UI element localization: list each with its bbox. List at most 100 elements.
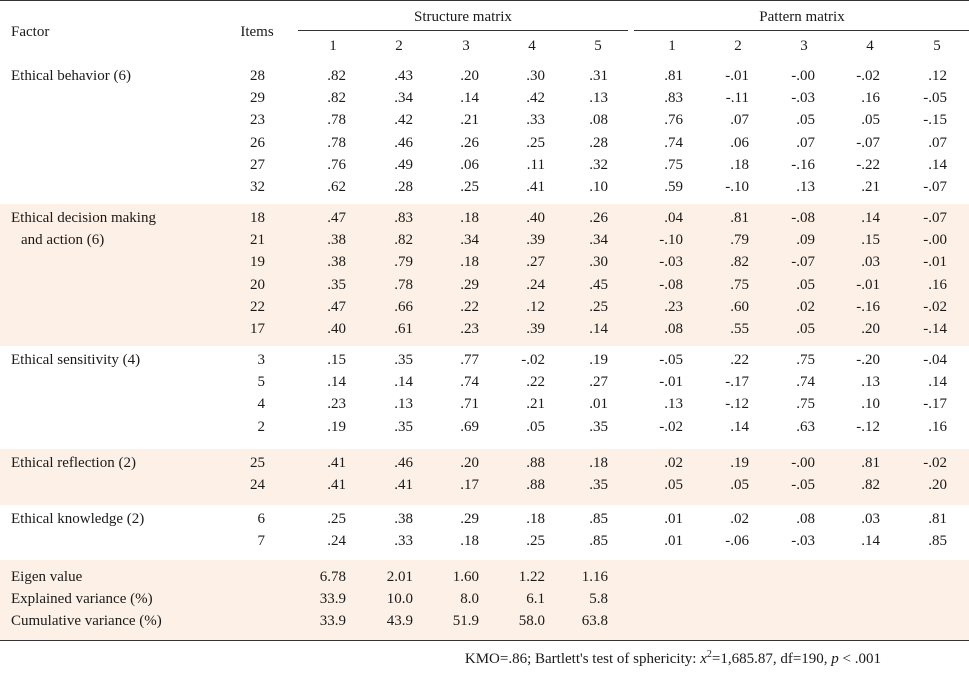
structure-loading: .29 [460, 276, 479, 293]
structure-loading: .76 [327, 156, 346, 173]
structure-loading: .88 [526, 477, 545, 494]
pattern-loading: -.06 [725, 533, 749, 550]
pattern-loading: .75 [796, 396, 815, 413]
structure-loading: .35 [589, 418, 608, 435]
pattern-loading: .85 [928, 533, 947, 550]
factor-group: Ethical sensitivity (4) 3 .15 .35 .77 -.02 .19… [0, 346, 969, 449]
item-number: 20 [250, 276, 265, 293]
structure-loading: .71 [460, 396, 479, 413]
structure-loading: .42 [394, 112, 413, 129]
structure-loading: .46 [394, 455, 413, 471]
pattern-loading: .20 [861, 321, 880, 337]
pattern-loading: -.02 [923, 455, 947, 471]
item-number: 25 [250, 455, 265, 471]
structure-loading: .22 [460, 298, 479, 315]
pattern-loading: .14 [928, 374, 947, 391]
pattern-loading: -.08 [791, 210, 815, 226]
structure-loading: .62 [327, 179, 346, 195]
summary-value: 5.8 [589, 591, 608, 608]
pattern-loading: .13 [664, 396, 683, 413]
pattern-loading: .13 [861, 374, 880, 391]
footnote-mid: =1,685.87, df=190, [711, 651, 832, 667]
structure-loading: .35 [394, 418, 413, 435]
structure-loading: .25 [327, 511, 346, 527]
structure-loading: .14 [460, 90, 479, 107]
summary-label: Explained variance (%) [11, 591, 153, 608]
item-number: 29 [250, 90, 265, 107]
summary-group: Eigen value 6.78 2.01 1.60 1.22 1.16 Explained… [0, 560, 969, 640]
structure-loading: .29 [460, 511, 479, 527]
pattern-loading: .02 [796, 298, 815, 315]
structure-loading: .28 [394, 179, 413, 195]
pattern-loading: -.01 [923, 254, 947, 271]
pattern-loading: .14 [730, 418, 749, 435]
item-number: 24 [250, 477, 265, 494]
pattern-loading: .03 [861, 254, 880, 271]
pattern-loading: -.01 [725, 68, 749, 84]
structure-loading: .13 [589, 90, 608, 107]
structure-loading: .18 [526, 511, 545, 527]
pattern-loading: -.02 [923, 298, 947, 315]
structure-loading: .79 [394, 254, 413, 271]
pattern-loading: -.03 [791, 533, 815, 550]
pattern-loading: -.17 [923, 396, 947, 413]
structure-col-num: 2 [395, 38, 403, 54]
structure-loading: .21 [526, 396, 545, 413]
summary-value: 1.22 [518, 569, 545, 585]
structure-loading: .10 [589, 179, 608, 195]
factor-group: Ethical knowledge (2) 6 .25 .38 .29 .18 .85 .01… [0, 505, 969, 560]
pattern-underline [634, 30, 969, 31]
pattern-loading: -.16 [791, 156, 815, 173]
pattern-loading: .82 [730, 254, 749, 271]
pattern-loading: -.11 [725, 90, 749, 107]
pattern-col-num: 5 [933, 38, 941, 54]
pattern-loading: .74 [796, 374, 815, 391]
structure-loading: .18 [460, 254, 479, 271]
pattern-loading: .81 [730, 210, 749, 226]
pattern-loading: .16 [928, 276, 947, 293]
pattern-loading: .05 [730, 477, 749, 494]
item-number: 23 [250, 112, 265, 129]
pattern-loading: -.20 [856, 352, 880, 368]
structure-loading: .34 [589, 232, 608, 249]
chi-exponent: 2 [706, 649, 712, 660]
structure-loading: .11 [526, 156, 545, 173]
structure-loading: .78 [327, 134, 346, 151]
pattern-loading: .05 [664, 477, 683, 494]
item-number: 2 [257, 418, 266, 435]
structure-loading: .38 [394, 511, 413, 527]
summary-value: 2.01 [386, 569, 413, 585]
pattern-loading: -.02 [856, 68, 880, 84]
factor-group: Ethical behavior (6) 28 .82 .43 .20 .30 .31 .81… [0, 62, 969, 204]
pattern-loading: -.10 [725, 179, 749, 195]
pattern-loading: .12 [928, 68, 947, 84]
table-bottom-rule [0, 640, 969, 641]
item-number: 22 [250, 298, 265, 315]
structure-loading: .23 [460, 321, 479, 337]
items-header: Items [240, 24, 274, 40]
footnote-prefix: KMO=.86; Bartlett's test of sphericity: [464, 651, 701, 667]
structure-loading: .35 [394, 352, 413, 368]
table-header: Factor Items Structure matrix Pattern ma… [0, 0, 969, 64]
pattern-loading: .79 [730, 232, 749, 249]
summary-value: 51.9 [452, 613, 479, 630]
structure-col-num: 1 [329, 38, 337, 54]
pattern-loading: -.03 [791, 90, 815, 107]
structure-loading: .77 [460, 352, 479, 368]
structure-loading: .25 [526, 134, 545, 151]
structure-loading: .38 [327, 232, 346, 249]
summary-value: 1.16 [581, 569, 608, 585]
item-number: 7 [257, 533, 266, 550]
pattern-col-num: 1 [668, 38, 676, 54]
pattern-loading: .82 [861, 477, 880, 494]
pattern-loading: .74 [664, 134, 683, 151]
structure-loading: .41 [394, 477, 413, 494]
pattern-matrix-header: Pattern matrix [759, 9, 845, 25]
pattern-loading: -.01 [856, 276, 880, 293]
factor-label: and action (6) [21, 232, 105, 249]
pattern-loading: .14 [861, 210, 880, 226]
summary-label: Cumulative variance (%) [11, 613, 162, 630]
pattern-loading: -.16 [856, 298, 880, 315]
structure-loading: .78 [327, 112, 346, 129]
pattern-loading: -.00 [791, 455, 815, 471]
